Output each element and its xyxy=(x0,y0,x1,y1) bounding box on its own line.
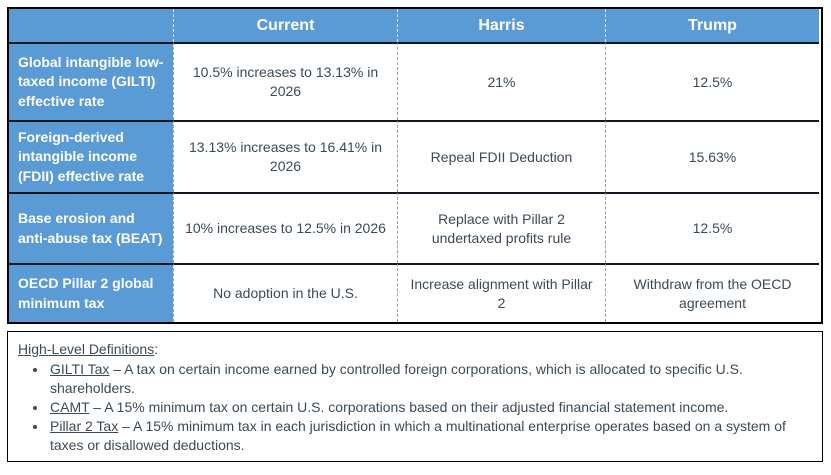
cell-oecd-harris: Increase alignment with Pillar 2 xyxy=(397,263,605,322)
col-header-empty xyxy=(9,9,173,42)
definition-pillar2-text: – A 15% minimum tax in each jurisdiction… xyxy=(50,418,786,453)
definitions-title-colon: : xyxy=(154,341,159,357)
definition-camt-text: – A 15% minimum tax on certain U.S. corp… xyxy=(89,399,729,415)
tax-policy-comparison-table: Current Harris Trump Global intangible l… xyxy=(7,7,823,324)
row-header-fdii: Foreign-derived intangible income (FDII)… xyxy=(9,120,173,192)
cell-oecd-trump: Withdraw from the OECD agreement xyxy=(605,263,819,322)
definition-gilti-text: – A tax on certain income earned by cont… xyxy=(50,361,743,396)
definition-camt-term: CAMT xyxy=(50,399,90,415)
row-header-gilti: Global intangible low-taxed income (GILT… xyxy=(9,42,173,120)
definition-pillar2-term: Pillar 2 Tax xyxy=(50,418,119,434)
row-header-beat: Base erosion and anti-abuse tax (BEAT) xyxy=(9,192,173,263)
cell-fdii-trump: 15.63% xyxy=(605,120,819,192)
col-header-harris: Harris xyxy=(397,9,605,42)
cell-fdii-harris: Repeal FDII Deduction xyxy=(397,120,605,192)
definition-pillar2-tax: Pillar 2 Tax – A 15% minimum tax in each… xyxy=(48,417,814,455)
cell-gilti-current: 10.5% increases to 13.13% in 2026 xyxy=(173,42,397,120)
cell-gilti-trump: 12.5% xyxy=(605,42,819,120)
definitions-box: High-Level Definitions: GILTI Tax – A ta… xyxy=(7,331,823,462)
definitions-list: GILTI Tax – A tax on certain income earn… xyxy=(18,360,814,455)
cell-oecd-current: No adoption in the U.S. xyxy=(173,263,397,322)
cell-gilti-harris: 21% xyxy=(397,42,605,120)
col-header-trump: Trump xyxy=(605,9,819,42)
row-header-oecd-pillar2: OECD Pillar 2 global minimum tax xyxy=(9,263,173,322)
col-header-current: Current xyxy=(173,9,397,42)
cell-beat-harris: Replace with Pillar 2 undertaxed profits… xyxy=(397,192,605,263)
definition-gilti-tax: GILTI Tax – A tax on certain income earn… xyxy=(48,360,814,398)
cell-fdii-current: 13.13% increases to 16.41% in 2026 xyxy=(173,120,397,192)
definition-gilti-term: GILTI Tax xyxy=(50,361,110,377)
cell-beat-trump: 12.5% xyxy=(605,192,819,263)
cell-beat-current: 10% increases to 12.5% in 2026 xyxy=(173,192,397,263)
definitions-title: High-Level Definitions xyxy=(18,341,155,357)
definition-camt: CAMT – A 15% minimum tax on certain U.S.… xyxy=(48,398,814,417)
definitions-heading: High-Level Definitions: xyxy=(18,340,814,359)
